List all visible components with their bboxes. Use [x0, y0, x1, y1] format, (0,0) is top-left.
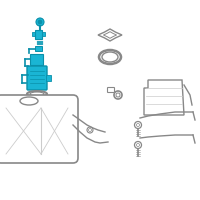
- Polygon shape: [98, 29, 122, 41]
- Ellipse shape: [20, 97, 38, 105]
- Circle shape: [136, 144, 140, 146]
- Circle shape: [136, 123, 140, 127]
- Circle shape: [38, 20, 42, 24]
- FancyBboxPatch shape: [27, 66, 47, 90]
- Circle shape: [37, 43, 39, 45]
- Polygon shape: [103, 32, 117, 38]
- Ellipse shape: [102, 52, 118, 62]
- Circle shape: [88, 129, 92, 132]
- FancyBboxPatch shape: [35, 30, 42, 39]
- Ellipse shape: [99, 50, 121, 64]
- FancyBboxPatch shape: [35, 46, 42, 51]
- Circle shape: [41, 41, 43, 43]
- Circle shape: [41, 43, 43, 45]
- FancyBboxPatch shape: [46, 75, 51, 81]
- Polygon shape: [144, 80, 184, 115]
- Circle shape: [39, 43, 41, 45]
- FancyBboxPatch shape: [32, 32, 35, 36]
- FancyBboxPatch shape: [108, 88, 114, 92]
- Ellipse shape: [30, 92, 44, 96]
- Ellipse shape: [27, 91, 47, 97]
- Circle shape: [87, 127, 93, 133]
- FancyBboxPatch shape: [30, 53, 42, 64]
- Circle shape: [39, 41, 41, 43]
- Circle shape: [134, 121, 142, 129]
- Circle shape: [37, 41, 39, 43]
- FancyBboxPatch shape: [42, 32, 45, 36]
- Circle shape: [116, 93, 120, 97]
- Circle shape: [134, 142, 142, 148]
- FancyBboxPatch shape: [0, 95, 78, 163]
- Circle shape: [114, 91, 122, 99]
- Circle shape: [36, 18, 44, 26]
